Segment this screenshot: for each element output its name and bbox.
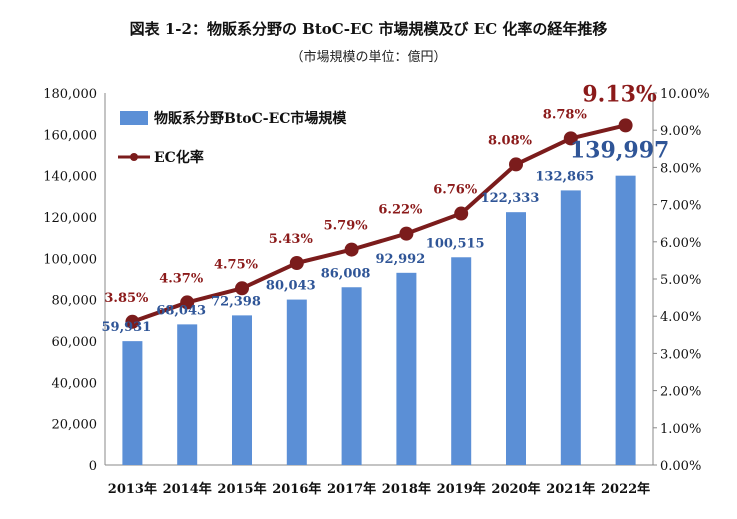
x-tick-label: 2020年 (491, 481, 540, 497)
x-tick-label: 2013年 (108, 481, 157, 497)
x-tick-label: 2016年 (272, 481, 321, 497)
x-tick-label: 2015年 (217, 481, 266, 497)
x-tick-label: 2019年 (437, 481, 486, 497)
y-right-tick-label: 1.00% (660, 422, 701, 437)
rate-point (454, 206, 469, 221)
y-left-tick-label: 80,000 (52, 294, 98, 309)
x-tick-label: 2021年 (546, 481, 595, 497)
bar-value-label: 122,333 (481, 191, 540, 206)
legend-bar-label: 物販系分野BtoC-EC市場規模 (154, 110, 347, 127)
y-left-tick-label: 100,000 (43, 252, 97, 267)
y-left-tick-label: 140,000 (43, 170, 97, 185)
y-right-tick-label: 2.00% (660, 385, 701, 400)
y-left-tick-label: 60,000 (52, 335, 98, 350)
bar-value-label: 100,515 (426, 236, 485, 251)
y-right-tick-label: 4.00% (660, 310, 701, 325)
rate-point (399, 226, 414, 241)
axes: 0 20,000 40,000 60,000 80,000 100,000 120,000 1… (43, 87, 709, 497)
bar (615, 175, 636, 466)
bar (506, 212, 526, 465)
chart-title: 図表 1-2：物販系分野の BtoC-EC 市場規模及び EC 化率の経年推移 (129, 20, 608, 38)
bar-value-label: 139,997 (570, 138, 670, 164)
bar-value-label: 92,992 (376, 252, 426, 267)
y-left-tick-label: 180,000 (43, 87, 97, 102)
y-right-tick-label: 7.00% (660, 199, 701, 214)
rate-point (563, 131, 578, 146)
bar-value-label: 59,931 (102, 320, 152, 335)
rate-point (618, 118, 633, 133)
x-tick-label: 2014年 (163, 481, 212, 497)
y-right-tick-label: 9.00% (660, 124, 701, 139)
legend: 物販系分野BtoC-EC市場規模 EC化率 (118, 110, 347, 166)
rate-value-label: 4.37% (159, 271, 204, 286)
bar (560, 190, 581, 465)
rate-value-label: 6.22% (378, 203, 423, 218)
rate-point (509, 157, 523, 172)
rate-point (235, 281, 249, 296)
bar-value-label: 132,865 (535, 169, 594, 184)
bar (341, 287, 362, 465)
legend-line-label: EC化率 (154, 149, 204, 166)
rate-value-label: 5.79% (324, 219, 369, 234)
bar-value-label: 80,043 (266, 279, 316, 294)
rate-line-path (131, 123, 627, 324)
rate-point (180, 295, 195, 310)
y-left-tick-label: 0 (89, 459, 97, 474)
bars (122, 175, 636, 466)
rate-value-label: 3.85% (104, 291, 149, 306)
y-right-tick-label: 6.00% (660, 236, 701, 251)
y-right-tick-label: 5.00% (660, 273, 701, 288)
rate-value-label: 8.08% (488, 133, 533, 148)
bar (122, 341, 143, 465)
y-right-tick-label: 3.00% (660, 347, 701, 362)
legend-bar-swatch (120, 111, 148, 125)
bar (286, 299, 307, 465)
bar (177, 324, 198, 465)
rate-value-label: 8.78% (543, 107, 588, 122)
rate-point (125, 314, 140, 329)
rate-value-label: 9.13% (582, 81, 657, 107)
y-left-tick-label: 120,000 (43, 211, 97, 226)
bar-value-label: 68,043 (156, 303, 206, 318)
rate-point (289, 256, 304, 271)
y-right-tick-label: 0.00% (660, 459, 701, 474)
x-tick-label: 2022年 (601, 481, 650, 497)
rate-value-label: 4.75% (214, 257, 259, 272)
bar (232, 315, 252, 465)
bar-value-label: 86,008 (321, 266, 371, 281)
y-left-tick-label: 40,000 (52, 376, 98, 391)
y-left-tick-label: 20,000 (52, 418, 98, 433)
y-right-tick-label: 8.00% (660, 161, 701, 176)
rate-value-label: 5.43% (269, 232, 314, 247)
chart-subtitle: （市場規模の単位：億円） (290, 50, 447, 65)
x-tick-label: 2018年 (382, 481, 431, 497)
rate-value-label: 6.76% (433, 183, 478, 198)
x-tick-label: 2017年 (327, 481, 376, 497)
y-right-tick-label: 10.00% (660, 87, 710, 102)
legend-line-marker (130, 153, 138, 161)
bar (451, 257, 472, 465)
rate-line (125, 118, 633, 329)
y-left-tick-label: 160,000 (43, 128, 97, 143)
bar-value-label: 72,398 (211, 294, 261, 309)
data-labels: 59,931 68,043 72,398 80,043 86,008 92,992100,… (102, 81, 670, 335)
bar (396, 272, 417, 465)
rate-point (344, 242, 359, 257)
